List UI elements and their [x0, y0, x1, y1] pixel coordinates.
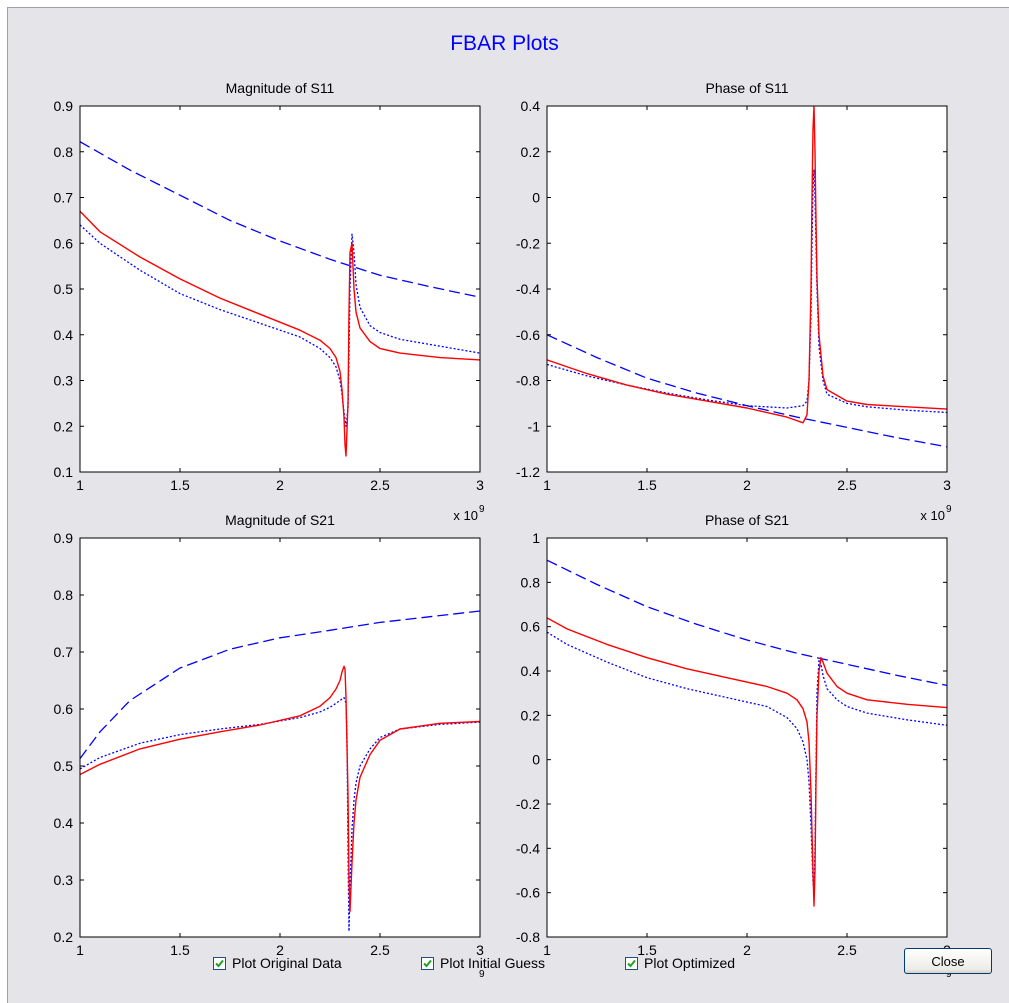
series-line-solid: [547, 106, 947, 424]
y-tick-label: 0.5: [54, 281, 74, 297]
y-tick-label: 0.9: [54, 98, 74, 114]
y-tick-label: -0.4: [516, 281, 540, 297]
y-tick-label: 0.7: [54, 644, 74, 660]
checkbox-label: Plot Optimized: [644, 955, 736, 971]
subplot-2: 1 1.5 2 2.5 3 -1.2 -1 -0.8 -0.6 -0.4 -0.2 0 0.2 0.4 Ph…: [516, 80, 952, 523]
series-line-dashed: [80, 610, 480, 759]
subplot-title: Phase of S11: [705, 80, 788, 96]
subplot-4: 11.522.53-0.8-0.6-0.4-0.200.20.40.60.81P…: [516, 512, 952, 980]
plot-optimized-checkbox[interactable]: Plot Optimized: [625, 954, 735, 972]
x-tick-label: 3: [476, 477, 484, 493]
x-tick-label: 3: [943, 477, 951, 493]
y-tick-label: 0.6: [54, 235, 74, 251]
checkbox-label: Plot Original Data: [232, 955, 342, 971]
x-tick-label: 1: [76, 942, 84, 958]
checkmark-icon: [423, 959, 432, 967]
x-tick-label: 1: [543, 477, 551, 493]
x-tick-label: 1.5: [637, 942, 657, 958]
y-tick-label: 0.6: [54, 701, 74, 717]
x-exponent-power: 9: [479, 969, 485, 980]
x-exponent-base: x 10: [920, 508, 945, 523]
series-line-solid: [80, 665, 480, 913]
x-exponent-power: 9: [946, 969, 952, 980]
x-tick-label: 2: [743, 477, 751, 493]
y-tick-label: 0.8: [54, 144, 74, 160]
y-tick-label: 0.8: [521, 574, 541, 590]
subplot-3: 1 1.5 2 2.5 3 0.2 0.3 0.4 0.5 0.6 0.7 0.8 0.9 Magnitu…: [54, 512, 485, 980]
x-tick-label: 1.5: [637, 477, 657, 493]
y-tick-label: -0.2: [516, 235, 540, 251]
y-tick-label: 0.8: [54, 587, 74, 603]
y-tick-label: -0.8: [516, 929, 540, 945]
y-tick-label: -0.6: [516, 327, 540, 343]
y-tick-label: 0.1: [54, 464, 74, 480]
y-tick-label: -1.2: [516, 464, 540, 480]
plot-area: [80, 106, 480, 472]
y-tick-label: 0.3: [54, 872, 74, 888]
y-tick-label: 0.4: [521, 98, 541, 114]
y-tick-label: 0.7: [54, 190, 74, 206]
x-tick-label: 1: [543, 942, 551, 958]
close-button[interactable]: Close: [904, 948, 992, 974]
y-tick-label: 1: [532, 530, 540, 546]
y-tick-label: 0.3: [54, 373, 74, 389]
series-line-dashed: [547, 334, 947, 448]
x-tick-label: 2.5: [837, 942, 857, 958]
x-tick-label: 1.5: [170, 942, 190, 958]
checkmark-icon: [627, 959, 636, 967]
y-tick-label: 0.4: [54, 815, 74, 831]
plot-area: [80, 538, 480, 937]
plot-initial-guess-checkbox[interactable]: Plot Initial Guess: [421, 954, 545, 972]
y-tick-label: 0.6: [521, 619, 541, 635]
x-tick-label: 1: [76, 477, 84, 493]
y-tick-label: 0: [532, 190, 540, 206]
y-tick-label: -0.2: [516, 796, 540, 812]
checkbox-label: Plot Initial Guess: [440, 955, 546, 971]
series-line-dashed: [547, 559, 947, 687]
y-tick-label: 0.2: [521, 144, 541, 160]
x-exponent-base: x 10: [453, 508, 478, 523]
figure-title: FBAR Plots: [450, 32, 559, 55]
plot-area: [547, 106, 947, 472]
subplot-title: Magnitude of S11: [226, 80, 335, 96]
series-line-dotted: [80, 696, 480, 932]
y-tick-label: 0.4: [521, 663, 541, 679]
x-exponent-power: 9: [946, 504, 952, 515]
y-tick-label: 0.2: [54, 418, 74, 434]
x-tick-label: 2.5: [837, 477, 857, 493]
y-tick-label: 0.4: [54, 327, 74, 343]
plot-original-data-checkbox[interactable]: Plot Original Data: [213, 954, 342, 972]
x-tick-label: 2.5: [370, 477, 390, 493]
subplot-title: Magnitude of S21: [225, 512, 335, 528]
checkbox-box[interactable]: [625, 956, 638, 970]
checkmark-icon: [215, 959, 224, 967]
y-tick-label: -0.4: [516, 840, 540, 856]
y-tick-label: 0.9: [54, 530, 74, 546]
subplot-title: Phase of S21: [705, 512, 789, 528]
series-line-dotted: [547, 631, 947, 894]
series-line-solid: [80, 210, 480, 457]
checkbox-box[interactable]: [421, 956, 434, 970]
x-tick-label: 2: [276, 942, 284, 958]
series-line-solid: [547, 617, 947, 907]
y-tick-label: -0.8: [516, 373, 540, 389]
x-tick-label: 2: [743, 942, 751, 958]
series-line-dotted: [80, 224, 480, 427]
x-tick-label: 3: [476, 942, 484, 958]
x-exponent-power: 9: [479, 504, 485, 515]
y-tick-label: 0.5: [54, 758, 74, 774]
x-tick-label: 1.5: [170, 477, 190, 493]
plot-area: [547, 538, 947, 937]
y-tick-label: 0.2: [54, 929, 74, 945]
y-tick-label: -1: [528, 418, 541, 434]
subplot-1: 1 1.5 2 2.5 3 0.1 0.2 0.3 0.4 0.5 0.6 0.7 0.8 0.9 Magn…: [54, 80, 485, 523]
y-tick-label: 0.2: [521, 707, 541, 723]
y-tick-label: -0.6: [516, 885, 540, 901]
x-tick-label: 2: [276, 477, 284, 493]
y-tick-label: 0: [532, 752, 540, 768]
x-tick-label: 2.5: [370, 942, 390, 958]
checkbox-box[interactable]: [213, 956, 226, 970]
